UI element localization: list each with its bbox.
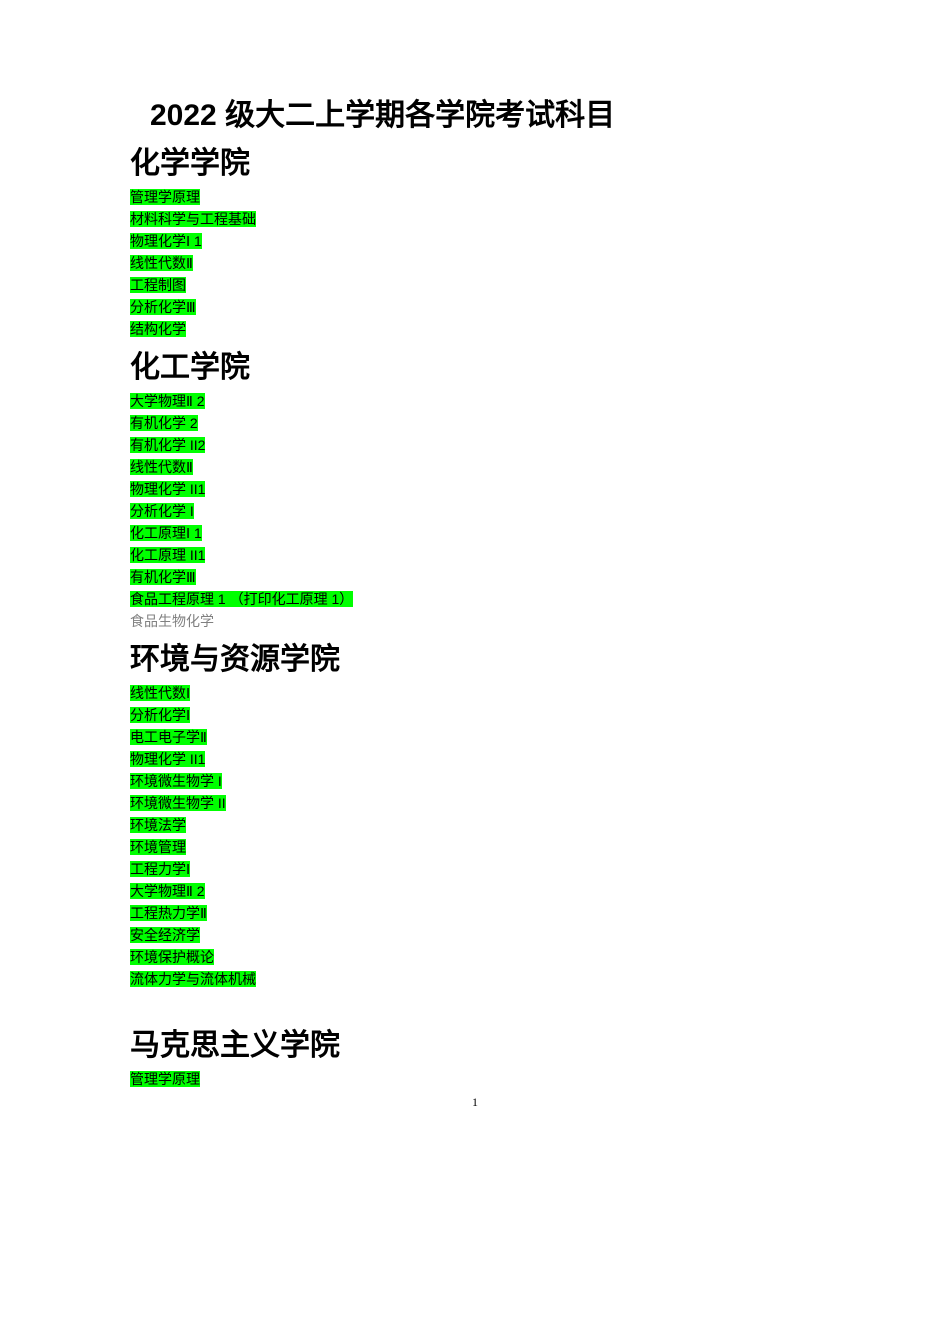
highlighted-course: 环境保护概论 — [130, 949, 214, 965]
course-item: 有机化学 II2 — [130, 434, 820, 456]
course-item: 有机化学Ⅲ — [130, 566, 820, 588]
course-item: 物理化学Ⅰ 1 — [130, 230, 820, 252]
highlighted-course: 线性代数Ⅱ — [130, 459, 193, 475]
course-item: 分析化学Ⅲ — [130, 296, 820, 318]
section-title: 环境与资源学院 — [130, 634, 820, 678]
highlighted-course: 分析化学 I — [130, 503, 194, 519]
highlighted-course: 化工原理 II1 — [130, 547, 205, 563]
highlighted-course: 化工原理Ⅰ 1 — [130, 525, 202, 541]
course-item: 环境微生物学 II — [130, 792, 820, 814]
course-item: 线性代数Ⅱ — [130, 456, 820, 478]
highlighted-course: 线性代数Ⅰ — [130, 685, 190, 701]
highlighted-course: 结构化学 — [130, 321, 186, 337]
course-item: 环境法学 — [130, 814, 820, 836]
course-item: 工程制图 — [130, 274, 820, 296]
highlighted-course: 大学物理Ⅱ 2 — [130, 393, 205, 409]
course-item: 分析化学Ⅰ — [130, 704, 820, 726]
highlighted-course: 电工电子学Ⅱ — [130, 729, 207, 745]
highlighted-course: 环境微生物学 I — [130, 773, 222, 789]
course-item: 食品工程原理 1 （打印化工原理 1） — [130, 588, 820, 610]
highlighted-course: 环境微生物学 II — [130, 795, 226, 811]
course-item: 线性代数Ⅰ — [130, 682, 820, 704]
course-item: 管理学原理 — [130, 1068, 820, 1090]
course-item: 环境微生物学 I — [130, 770, 820, 792]
highlighted-course: 分析化学Ⅲ — [130, 299, 196, 315]
course-item: 分析化学 I — [130, 500, 820, 522]
section-title: 化学学院 — [130, 138, 820, 182]
course-item: 有机化学 2 — [130, 412, 820, 434]
course-item: 物理化学 II1 — [130, 748, 820, 770]
highlighted-course: 工程制图 — [130, 277, 186, 293]
course-item: 大学物理Ⅱ 2 — [130, 880, 820, 902]
page-number: 1 — [472, 1095, 478, 1110]
highlighted-course: 分析化学Ⅰ — [130, 707, 190, 723]
course-item: 结构化学 — [130, 318, 820, 340]
highlighted-course: 物理化学Ⅰ 1 — [130, 233, 202, 249]
course-item: 物理化学 II1 — [130, 478, 820, 500]
course-item: 大学物理Ⅱ 2 — [130, 390, 820, 412]
highlighted-course: 食品工程原理 1 （打印化工原理 1） — [130, 591, 353, 607]
highlighted-course: 物理化学 II1 — [130, 751, 205, 767]
course-item: 管理学原理 — [130, 186, 820, 208]
highlighted-course: 大学物理Ⅱ 2 — [130, 883, 205, 899]
document-title: 2022 级大二上学期各学院考试科目 — [130, 90, 820, 134]
highlighted-course: 工程热力学Ⅱ — [130, 905, 207, 921]
highlighted-course: 安全经济学 — [130, 927, 200, 943]
course-item: 化工原理Ⅰ 1 — [130, 522, 820, 544]
highlighted-course: 材料科学与工程基础 — [130, 211, 256, 227]
highlighted-course: 工程力学Ⅰ — [130, 861, 190, 877]
course-item: 工程热力学Ⅱ — [130, 902, 820, 924]
highlighted-course: 管理学原理 — [130, 1071, 200, 1087]
content-area: 化学学院管理学原理材料科学与工程基础物理化学Ⅰ 1线性代数Ⅱ工程制图分析化学Ⅲ结… — [130, 138, 820, 1090]
course-item: 安全经济学 — [130, 924, 820, 946]
highlighted-course: 线性代数Ⅱ — [130, 255, 193, 271]
highlighted-course: 管理学原理 — [130, 189, 200, 205]
course-item: 线性代数Ⅱ — [130, 252, 820, 274]
course-item: 环境保护概论 — [130, 946, 820, 968]
section-title: 化工学院 — [130, 342, 820, 386]
highlighted-course: 环境法学 — [130, 817, 186, 833]
section-title: 马克思主义学院 — [130, 1020, 820, 1064]
highlighted-course: 有机化学 2 — [130, 415, 198, 431]
course-item: 流体力学与流体机械 — [130, 968, 820, 990]
highlighted-course: 有机化学Ⅲ — [130, 569, 196, 585]
course-item: 材料科学与工程基础 — [130, 208, 820, 230]
course-item: 环境管理 — [130, 836, 820, 858]
course-item: 工程力学Ⅰ — [130, 858, 820, 880]
course-item: 化工原理 II1 — [130, 544, 820, 566]
course-item: 食品生物化学 — [130, 610, 820, 632]
highlighted-course: 有机化学 II2 — [130, 437, 205, 453]
highlighted-course: 物理化学 II1 — [130, 481, 205, 497]
plain-course: 食品生物化学 — [130, 613, 214, 629]
course-item: 电工电子学Ⅱ — [130, 726, 820, 748]
highlighted-course: 流体力学与流体机械 — [130, 971, 256, 987]
highlighted-course: 环境管理 — [130, 839, 186, 855]
